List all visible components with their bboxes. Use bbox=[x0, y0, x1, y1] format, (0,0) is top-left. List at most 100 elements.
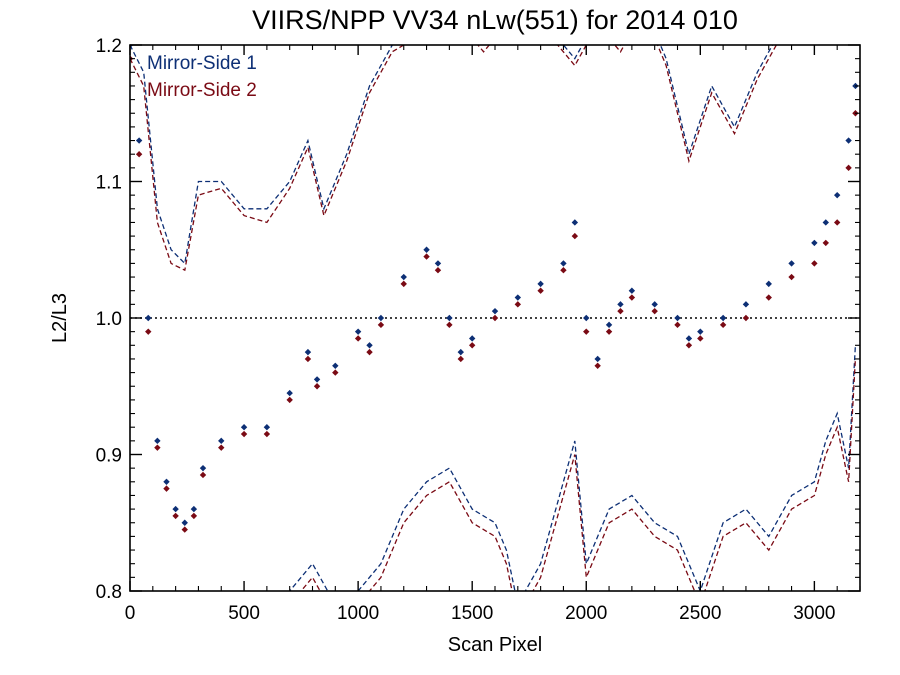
data-point-series-1 bbox=[240, 424, 248, 431]
data-point-series-2 bbox=[145, 328, 152, 335]
x-tick-label: 2000 bbox=[565, 603, 607, 624]
data-point-series-2 bbox=[172, 512, 179, 520]
data-point-series-1 bbox=[366, 342, 373, 349]
data-point-series-2 bbox=[313, 383, 321, 390]
envelope-lines bbox=[130, 45, 857, 591]
y-axis-ticks: 0.8 0.9 1.0 1.1 1.2 bbox=[96, 36, 860, 603]
data-point-series-1 bbox=[651, 301, 658, 308]
data-point-series-1 bbox=[605, 321, 613, 329]
data-point-series-1 bbox=[697, 328, 704, 335]
y-tick-label: 0.9 bbox=[96, 446, 122, 467]
data-point-series-1 bbox=[263, 424, 271, 431]
data-point-series-1 bbox=[468, 335, 476, 342]
x-axis-ticks: 0 500 1000 1500 2000 2500 3000 bbox=[125, 45, 861, 624]
data-point-series-1 bbox=[514, 294, 522, 301]
data-point-series-1 bbox=[742, 301, 750, 308]
data-points bbox=[130, 45, 859, 533]
data-point-series-1 bbox=[154, 437, 161, 445]
data-point-series-1 bbox=[617, 301, 624, 308]
data-point-series-1 bbox=[286, 389, 293, 397]
y-tick-label: 1.2 bbox=[96, 36, 122, 57]
data-point-series-1 bbox=[135, 137, 143, 144]
x-tick-label: 2500 bbox=[679, 603, 721, 624]
data-point-series-1 bbox=[313, 376, 321, 383]
data-point-series-2 bbox=[537, 287, 544, 294]
data-point-series-2 bbox=[434, 267, 442, 274]
x-tick-label: 500 bbox=[228, 603, 260, 624]
data-point-series-1 bbox=[181, 519, 188, 526]
data-point-series-2 bbox=[377, 321, 385, 329]
data-point-series-1 bbox=[833, 191, 841, 199]
data-point-series-1 bbox=[163, 478, 170, 485]
data-point-series-2 bbox=[286, 396, 293, 404]
lower-envelope-line-2 bbox=[300, 358, 857, 591]
y-tick-label: 0.8 bbox=[96, 582, 122, 603]
upper-envelope-line-1 bbox=[130, 45, 774, 265]
data-point-series-2 bbox=[571, 232, 579, 240]
data-point-series-1 bbox=[457, 348, 464, 356]
x-axis-label: Scan Pixel bbox=[448, 634, 543, 656]
y-tick-label: 1.0 bbox=[96, 309, 122, 330]
data-point-series-1 bbox=[765, 280, 772, 288]
data-point-series-1 bbox=[172, 505, 179, 513]
data-point-series-1 bbox=[354, 328, 362, 335]
x-tick-label: 1000 bbox=[337, 603, 379, 624]
data-point-series-2 bbox=[685, 342, 693, 349]
chart-title: VIIRS/NPP VV34 nLw(551) for 2014 010 bbox=[252, 5, 738, 35]
data-point-series-2 bbox=[163, 485, 170, 492]
data-point-series-2 bbox=[218, 444, 225, 451]
data-point-series-1 bbox=[190, 505, 198, 513]
data-point-series-1 bbox=[685, 335, 693, 342]
data-point-series-1 bbox=[822, 219, 829, 226]
legend: Mirror-Side 1 Mirror-Side 2 bbox=[147, 53, 257, 101]
data-point-series-2 bbox=[651, 307, 658, 315]
data-point-series-1 bbox=[145, 314, 152, 322]
x-tick-label: 0 bbox=[125, 603, 136, 624]
data-point-series-2 bbox=[617, 307, 624, 315]
data-point-series-2 bbox=[788, 273, 795, 281]
data-point-series-2 bbox=[833, 219, 841, 226]
data-point-series-1 bbox=[583, 314, 590, 322]
lower-envelope-line-1 bbox=[288, 345, 857, 591]
data-point-series-2 bbox=[263, 430, 271, 438]
data-point-series-1 bbox=[446, 314, 453, 322]
data-point-series-1 bbox=[811, 239, 818, 247]
data-point-series-2 bbox=[628, 294, 636, 301]
data-point-series-2 bbox=[845, 164, 852, 172]
data-point-series-2 bbox=[332, 369, 339, 376]
data-point-series-1 bbox=[377, 314, 385, 322]
data-point-series-2 bbox=[697, 335, 704, 342]
data-point-series-2 bbox=[674, 321, 681, 329]
data-point-series-2 bbox=[719, 321, 727, 329]
data-point-series-2 bbox=[822, 239, 829, 247]
data-point-series-1 bbox=[434, 260, 442, 267]
data-point-series-1 bbox=[199, 464, 207, 472]
data-point-series-1 bbox=[594, 355, 601, 363]
data-point-series-1 bbox=[560, 260, 567, 267]
data-point-series-1 bbox=[332, 362, 339, 369]
data-point-series-1 bbox=[719, 314, 727, 322]
data-point-series-2 bbox=[304, 355, 312, 363]
data-point-series-1 bbox=[571, 219, 579, 226]
data-point-series-2 bbox=[811, 260, 818, 267]
data-point-series-2 bbox=[190, 512, 198, 520]
legend-entry-mirror-side-1: Mirror-Side 1 bbox=[147, 53, 257, 74]
data-point-series-1 bbox=[845, 137, 852, 144]
data-point-series-2 bbox=[491, 314, 499, 322]
data-point-series-2 bbox=[135, 151, 143, 158]
data-point-series-2 bbox=[468, 342, 476, 349]
legend-entry-mirror-side-2: Mirror-Side 2 bbox=[147, 80, 257, 101]
data-point-series-2 bbox=[154, 444, 161, 451]
data-point-series-1 bbox=[628, 287, 636, 294]
data-point-series-1 bbox=[491, 307, 499, 315]
data-point-series-2 bbox=[765, 294, 772, 301]
data-point-series-1 bbox=[423, 246, 430, 253]
y-axis-label: L2/L3 bbox=[49, 293, 71, 343]
data-point-series-1 bbox=[674, 314, 681, 322]
data-point-series-1 bbox=[304, 348, 312, 356]
data-point-series-2 bbox=[400, 280, 407, 288]
data-point-series-2 bbox=[560, 267, 567, 274]
data-point-series-2 bbox=[354, 335, 362, 342]
data-point-series-2 bbox=[514, 301, 522, 308]
